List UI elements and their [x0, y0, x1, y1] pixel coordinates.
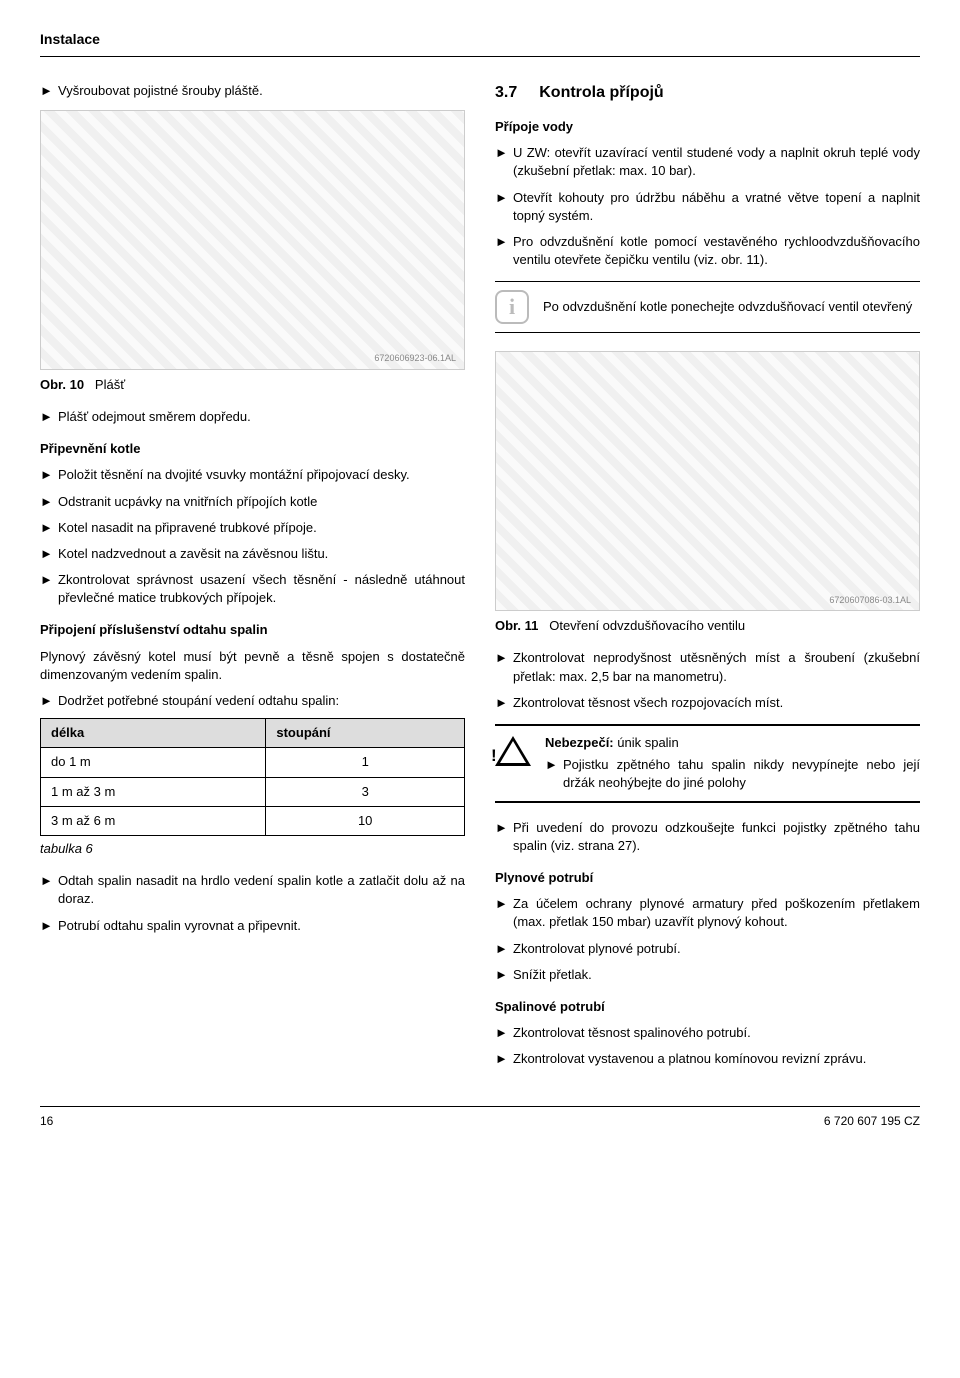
- heading-gas-pipe: Plynové potrubí: [495, 869, 920, 887]
- info-icon: i: [495, 290, 529, 324]
- gradient-table: délka stoupání do 1 m 1 1 m až 3 m 3 3 m…: [40, 718, 465, 836]
- step-gradient: ► Dodržet potřebné stoupání vedení odtah…: [40, 692, 465, 710]
- step-test-fuse: ► Při uvedení do provozu odzkoušejte fun…: [495, 819, 920, 855]
- step-text: Vyšroubovat pojistné šrouby pláště.: [58, 82, 465, 100]
- flue-paragraph: Plynový závěsný kotel musí být pevně a t…: [40, 648, 465, 684]
- figure-11-illustration: 6720607086-03.1AL: [495, 351, 920, 611]
- step-remove-shell: ► Plášť odejmout směrem dopředu.: [40, 408, 465, 426]
- bullet-marker: ►: [40, 82, 58, 100]
- section-heading: 3.7 Kontrola přípojů: [495, 82, 920, 104]
- figure-11-prefix: Obr. 11: [495, 618, 538, 633]
- step-hang: ► Kotel nadzvednout a zavěsit na závěsno…: [40, 545, 465, 563]
- step-align-flue: ► Potrubí odtahu spalin vyrovnat a připe…: [40, 917, 465, 935]
- section-title: Kontrola přípojů: [539, 82, 663, 104]
- figure-10-text: Plášť: [95, 377, 125, 392]
- step-unscrew: ► Vyšroubovat pojistné šrouby pláště.: [40, 82, 465, 100]
- figure-10-caption: Obr. 10 Plášť: [40, 376, 465, 394]
- figure-10-code: 6720606923-06.1AL: [374, 352, 456, 365]
- th-gradient: stoupání: [266, 719, 465, 748]
- step-close-gas: ► Za účelem ochrany plynové armatury pře…: [495, 895, 920, 931]
- step-open-taps: ► Otevřít kohouty pro údržbu náběhu a vr…: [495, 189, 920, 225]
- figure-11-code: 6720607086-03.1AL: [829, 594, 911, 607]
- page-number: 16: [40, 1113, 53, 1130]
- th-length: délka: [41, 719, 266, 748]
- right-column: 3.7 Kontrola přípojů Přípoje vody ► U ZW…: [495, 82, 920, 1077]
- step-check-flue-tight: ► Zkontrolovat těsnost spalinového potru…: [495, 1024, 920, 1042]
- figure-10-illustration: 6720606923-06.1AL: [40, 110, 465, 370]
- heading-flue-pipe: Spalinové potrubí: [495, 998, 920, 1016]
- table-row: 3 m až 6 m 10: [41, 806, 465, 835]
- step-fit-flue: ► Odtah spalin nasadit na hrdlo vedení s…: [40, 872, 465, 908]
- step-fit-pipes: ► Kotel nasadit na připravené trubkové p…: [40, 519, 465, 537]
- warning-box: ! Nebezpečí: únik spalin ► Pojistku zpět…: [495, 724, 920, 803]
- warning-content: Nebezpečí: únik spalin ► Pojistku zpětné…: [545, 734, 920, 793]
- heading-flue-conn: Připojení příslušenství odtahu spalin: [40, 621, 465, 639]
- figure-11-text: Otevření odvzdušňovacího ventilu: [549, 618, 745, 633]
- table-row: 1 m až 3 m 3: [41, 777, 465, 806]
- left-column: ► Vyšroubovat pojistné šrouby pláště. 67…: [40, 82, 465, 1077]
- figure-10-prefix: Obr. 10: [40, 377, 84, 392]
- doc-number: 6 720 607 195 CZ: [824, 1113, 920, 1130]
- step-gasket: ► Položit těsnění na dvojité vsuvky mont…: [40, 466, 465, 484]
- step-remove-plugs: ► Odstranit ucpávky na vnitřních přípojí…: [40, 493, 465, 511]
- step-check-seals: ► Zkontrolovat správnost usazení všech t…: [40, 571, 465, 607]
- heading-water-conn: Přípoje vody: [495, 118, 920, 136]
- section-number: 3.7: [495, 82, 517, 104]
- page-footer: 16 6 720 607 195 CZ: [40, 1106, 920, 1130]
- info-box: i Po odvzdušnění kotle ponechejte odvzdu…: [495, 281, 920, 333]
- warning-title-rest: únik spalin: [614, 735, 679, 750]
- table-caption: tabulka 6: [40, 840, 465, 858]
- step-check-tight: ► Zkontrolovat neprodyšnost utěsněných m…: [495, 649, 920, 685]
- page-header: Instalace: [40, 30, 920, 57]
- warning-icon: !: [495, 734, 531, 793]
- step-check-gas: ► Zkontrolovat plynové potrubí.: [495, 940, 920, 958]
- step-reduce-pressure: ► Snížit přetlak.: [495, 966, 920, 984]
- step-vent: ► Pro odvzdušnění kotle pomocí vestavěné…: [495, 233, 920, 269]
- two-column-layout: ► Vyšroubovat pojistné šrouby pláště. 67…: [40, 82, 920, 1077]
- table-row: do 1 m 1: [41, 748, 465, 777]
- step-check-chimney-report: ► Zkontrolovat vystavenou a platnou komí…: [495, 1050, 920, 1068]
- figure-11-caption: Obr. 11 Otevření odvzdušňovacího ventilu: [495, 617, 920, 635]
- warning-title: Nebezpečí:: [545, 735, 614, 750]
- step-open-cold: ► U ZW: otevřít uzavírací ventil studené…: [495, 144, 920, 180]
- heading-fixing: Připevnění kotle: [40, 440, 465, 458]
- step-check-joints: ► Zkontrolovat těsnost všech rozpojovací…: [495, 694, 920, 712]
- info-text: Po odvzdušnění kotle ponechejte odvzdušň…: [543, 298, 912, 316]
- warning-bullet: Pojistku zpětného tahu spalin nikdy nevy…: [563, 756, 920, 792]
